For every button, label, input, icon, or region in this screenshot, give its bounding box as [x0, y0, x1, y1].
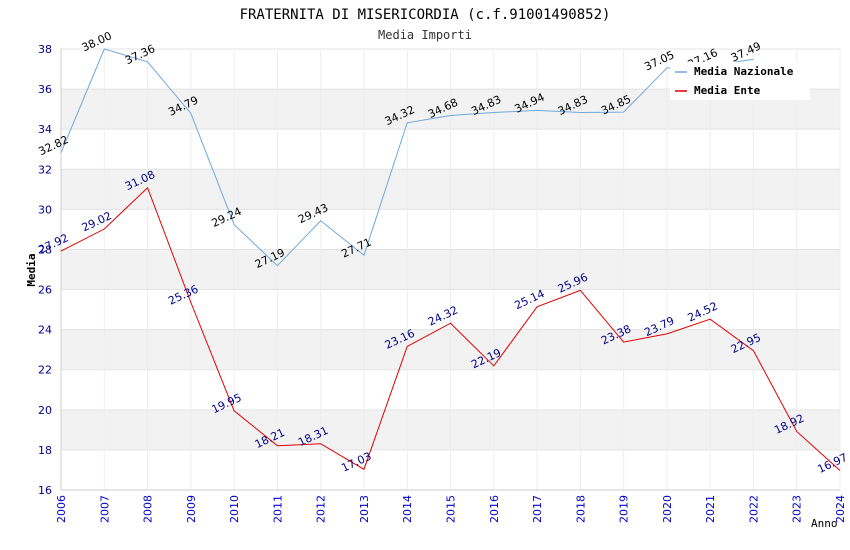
data-label: 25.14	[513, 287, 547, 312]
data-label: 29.02	[80, 209, 114, 234]
legend: Media Nazionale Media Ente	[670, 62, 810, 100]
y-tick-label: 28	[38, 243, 52, 256]
y-tick-label: 38	[38, 43, 52, 56]
legend-label-media-nazionale: Media Nazionale	[694, 65, 794, 78]
y-tick-label: 26	[38, 284, 52, 297]
x-tick-label: 2018	[574, 495, 587, 523]
y-tick-label: 22	[38, 364, 52, 377]
x-tick-label: 2007	[98, 495, 111, 523]
y-tick-label: 24	[38, 324, 52, 337]
y-axis-ticks: 16 18 20 22 24 26 28 30 32 34 36 38	[38, 43, 52, 497]
data-label: 32.82	[36, 133, 70, 158]
x-tick-label: 2022	[747, 495, 760, 523]
y-tick-label: 16	[38, 484, 52, 497]
x-tick-label: 2009	[185, 495, 198, 523]
x-tick-label: 2023	[791, 495, 804, 523]
x-tick-label: 2021	[704, 495, 717, 523]
data-label: 24.52	[686, 299, 720, 324]
x-tick-label: 2016	[488, 495, 501, 523]
y-tick-label: 20	[38, 404, 52, 417]
y-tick-label: 34	[38, 123, 52, 136]
x-tick-label: 2008	[142, 495, 155, 523]
x-tick-label: 2012	[315, 495, 328, 523]
chart-subtitle: Media Importi	[378, 28, 472, 42]
x-tick-label: 2024	[834, 495, 847, 523]
series-line-media-ente	[60, 186, 841, 471]
x-tick-label: 2014	[401, 495, 414, 523]
data-label: 17.03	[339, 450, 373, 475]
x-tick-label: 2015	[445, 495, 458, 523]
legend-label-media-ente: Media Ente	[694, 84, 761, 97]
x-axis-ticks: 2006 2007 2008 2009 2010 2011 2012 2013 2014 2015…	[55, 495, 847, 523]
legend-background	[670, 62, 810, 100]
y-tick-label: 18	[38, 444, 52, 457]
x-tick-label: 2019	[618, 495, 631, 523]
x-tick-label: 2017	[531, 495, 544, 523]
chart-title: FRATERNITA DI MISERICORDIA (c.f.91001490…	[240, 7, 611, 23]
x-tick-label: 2020	[661, 495, 674, 523]
y-tick-label: 32	[38, 163, 52, 176]
x-axis-title: Anno	[811, 517, 838, 530]
x-tick-label: 2011	[271, 495, 284, 523]
data-label: 24.32	[426, 304, 460, 329]
x-tick-label: 2010	[228, 495, 241, 523]
grid-lines	[60, 48, 841, 491]
series-line-media-nazionale	[60, 48, 754, 267]
y-tick-label: 30	[38, 203, 52, 216]
x-tick-label: 2006	[55, 495, 68, 523]
data-label: 16.97	[815, 451, 849, 476]
y-axis-title: Media	[25, 253, 38, 286]
y-tick-label: 36	[38, 83, 52, 96]
data-label: 37.36	[123, 42, 157, 67]
x-tick-label: 2013	[358, 495, 371, 523]
